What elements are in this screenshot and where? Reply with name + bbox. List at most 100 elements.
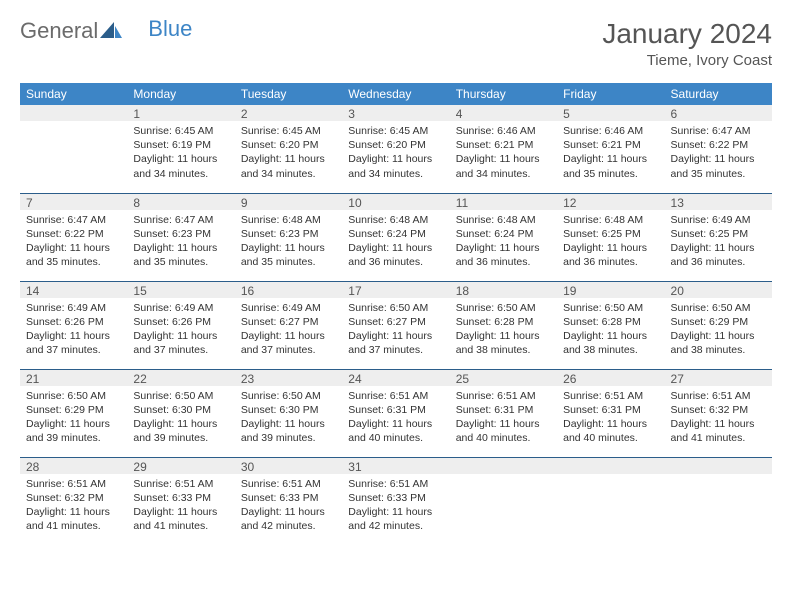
calendar-body: 1Sunrise: 6:45 AMSunset: 6:19 PMDaylight… (20, 105, 772, 545)
brand-part2: Blue (148, 16, 192, 42)
day-number: 2 (235, 105, 342, 121)
day-number: 1 (127, 105, 234, 121)
calendar-week-row: 1Sunrise: 6:45 AMSunset: 6:19 PMDaylight… (20, 105, 772, 193)
daylight-text: Daylight: 11 hours and 35 minutes. (241, 241, 336, 269)
calendar-cell: 7Sunrise: 6:47 AMSunset: 6:22 PMDaylight… (20, 193, 127, 281)
daylight-text: Daylight: 11 hours and 39 minutes. (26, 417, 121, 445)
calendar-cell: 12Sunrise: 6:48 AMSunset: 6:25 PMDayligh… (557, 193, 664, 281)
calendar-cell: 19Sunrise: 6:50 AMSunset: 6:28 PMDayligh… (557, 281, 664, 369)
day-number (450, 458, 557, 474)
calendar-cell (665, 457, 772, 545)
sunset-text: Sunset: 6:27 PM (241, 315, 336, 329)
calendar-cell: 20Sunrise: 6:50 AMSunset: 6:29 PMDayligh… (665, 281, 772, 369)
day-details: Sunrise: 6:51 AMSunset: 6:33 PMDaylight:… (235, 474, 342, 540)
calendar-table: Sunday Monday Tuesday Wednesday Thursday… (20, 83, 772, 545)
sunset-text: Sunset: 6:20 PM (241, 138, 336, 152)
calendar-week-row: 28Sunrise: 6:51 AMSunset: 6:32 PMDayligh… (20, 457, 772, 545)
sunset-text: Sunset: 6:33 PM (241, 491, 336, 505)
day-number: 26 (557, 370, 664, 386)
sunset-text: Sunset: 6:25 PM (563, 227, 658, 241)
calendar-cell: 21Sunrise: 6:50 AMSunset: 6:29 PMDayligh… (20, 369, 127, 457)
day-number: 23 (235, 370, 342, 386)
day-details: Sunrise: 6:50 AMSunset: 6:28 PMDaylight:… (450, 298, 557, 364)
day-number (20, 105, 127, 121)
sunrise-text: Sunrise: 6:50 AM (456, 301, 551, 315)
daylight-text: Daylight: 11 hours and 38 minutes. (456, 329, 551, 357)
sunset-text: Sunset: 6:27 PM (348, 315, 443, 329)
weekday-header: Tuesday (235, 83, 342, 105)
daylight-text: Daylight: 11 hours and 36 minutes. (671, 241, 766, 269)
day-number: 14 (20, 282, 127, 298)
sunrise-text: Sunrise: 6:49 AM (133, 301, 228, 315)
calendar-cell: 5Sunrise: 6:46 AMSunset: 6:21 PMDaylight… (557, 105, 664, 193)
calendar-cell: 17Sunrise: 6:50 AMSunset: 6:27 PMDayligh… (342, 281, 449, 369)
calendar-cell: 18Sunrise: 6:50 AMSunset: 6:28 PMDayligh… (450, 281, 557, 369)
sunrise-text: Sunrise: 6:46 AM (563, 124, 658, 138)
sunrise-text: Sunrise: 6:51 AM (26, 477, 121, 491)
daylight-text: Daylight: 11 hours and 37 minutes. (26, 329, 121, 357)
sunrise-text: Sunrise: 6:45 AM (241, 124, 336, 138)
calendar-cell: 2Sunrise: 6:45 AMSunset: 6:20 PMDaylight… (235, 105, 342, 193)
day-details: Sunrise: 6:49 AMSunset: 6:25 PMDaylight:… (665, 210, 772, 276)
day-number: 6 (665, 105, 772, 121)
calendar-cell: 14Sunrise: 6:49 AMSunset: 6:26 PMDayligh… (20, 281, 127, 369)
month-title: January 2024 (602, 18, 772, 50)
day-number: 21 (20, 370, 127, 386)
brand-part1: General (20, 18, 98, 44)
sunset-text: Sunset: 6:32 PM (671, 403, 766, 417)
calendar-cell: 25Sunrise: 6:51 AMSunset: 6:31 PMDayligh… (450, 369, 557, 457)
sunset-text: Sunset: 6:26 PM (133, 315, 228, 329)
day-details: Sunrise: 6:48 AMSunset: 6:23 PMDaylight:… (235, 210, 342, 276)
day-details: Sunrise: 6:50 AMSunset: 6:28 PMDaylight:… (557, 298, 664, 364)
calendar-cell: 4Sunrise: 6:46 AMSunset: 6:21 PMDaylight… (450, 105, 557, 193)
sunrise-text: Sunrise: 6:47 AM (671, 124, 766, 138)
sunset-text: Sunset: 6:21 PM (563, 138, 658, 152)
calendar-cell: 27Sunrise: 6:51 AMSunset: 6:32 PMDayligh… (665, 369, 772, 457)
sunset-text: Sunset: 6:24 PM (456, 227, 551, 241)
daylight-text: Daylight: 11 hours and 34 minutes. (348, 152, 443, 180)
day-details: Sunrise: 6:47 AMSunset: 6:22 PMDaylight:… (665, 121, 772, 187)
sunset-text: Sunset: 6:30 PM (133, 403, 228, 417)
weekday-header: Sunday (20, 83, 127, 105)
sunset-text: Sunset: 6:32 PM (26, 491, 121, 505)
daylight-text: Daylight: 11 hours and 41 minutes. (671, 417, 766, 445)
day-details: Sunrise: 6:48 AMSunset: 6:24 PMDaylight:… (342, 210, 449, 276)
sunrise-text: Sunrise: 6:50 AM (671, 301, 766, 315)
title-block: January 2024 Tieme, Ivory Coast (602, 18, 772, 69)
calendar-cell: 23Sunrise: 6:50 AMSunset: 6:30 PMDayligh… (235, 369, 342, 457)
calendar-cell: 10Sunrise: 6:48 AMSunset: 6:24 PMDayligh… (342, 193, 449, 281)
day-number: 30 (235, 458, 342, 474)
day-number (665, 458, 772, 474)
sunrise-text: Sunrise: 6:49 AM (241, 301, 336, 315)
day-number: 12 (557, 194, 664, 210)
sunset-text: Sunset: 6:26 PM (26, 315, 121, 329)
calendar-week-row: 21Sunrise: 6:50 AMSunset: 6:29 PMDayligh… (20, 369, 772, 457)
sunset-text: Sunset: 6:29 PM (26, 403, 121, 417)
sunrise-text: Sunrise: 6:50 AM (348, 301, 443, 315)
weekday-header: Monday (127, 83, 234, 105)
calendar-cell: 3Sunrise: 6:45 AMSunset: 6:20 PMDaylight… (342, 105, 449, 193)
sunrise-text: Sunrise: 6:48 AM (241, 213, 336, 227)
calendar-cell: 15Sunrise: 6:49 AMSunset: 6:26 PMDayligh… (127, 281, 234, 369)
sunrise-text: Sunrise: 6:50 AM (26, 389, 121, 403)
sunset-text: Sunset: 6:23 PM (241, 227, 336, 241)
weekday-header-row: Sunday Monday Tuesday Wednesday Thursday… (20, 83, 772, 105)
daylight-text: Daylight: 11 hours and 35 minutes. (671, 152, 766, 180)
day-details: Sunrise: 6:46 AMSunset: 6:21 PMDaylight:… (557, 121, 664, 187)
daylight-text: Daylight: 11 hours and 40 minutes. (456, 417, 551, 445)
sunrise-text: Sunrise: 6:45 AM (133, 124, 228, 138)
daylight-text: Daylight: 11 hours and 39 minutes. (133, 417, 228, 445)
sunrise-text: Sunrise: 6:48 AM (563, 213, 658, 227)
calendar-cell: 22Sunrise: 6:50 AMSunset: 6:30 PMDayligh… (127, 369, 234, 457)
day-details: Sunrise: 6:51 AMSunset: 6:31 PMDaylight:… (450, 386, 557, 452)
calendar-cell: 8Sunrise: 6:47 AMSunset: 6:23 PMDaylight… (127, 193, 234, 281)
day-details: Sunrise: 6:50 AMSunset: 6:29 PMDaylight:… (20, 386, 127, 452)
day-details: Sunrise: 6:49 AMSunset: 6:26 PMDaylight:… (20, 298, 127, 364)
day-number: 8 (127, 194, 234, 210)
sunset-text: Sunset: 6:25 PM (671, 227, 766, 241)
calendar-cell (557, 457, 664, 545)
day-details: Sunrise: 6:51 AMSunset: 6:33 PMDaylight:… (127, 474, 234, 540)
sunset-text: Sunset: 6:19 PM (133, 138, 228, 152)
sunrise-text: Sunrise: 6:51 AM (133, 477, 228, 491)
weekday-header: Friday (557, 83, 664, 105)
